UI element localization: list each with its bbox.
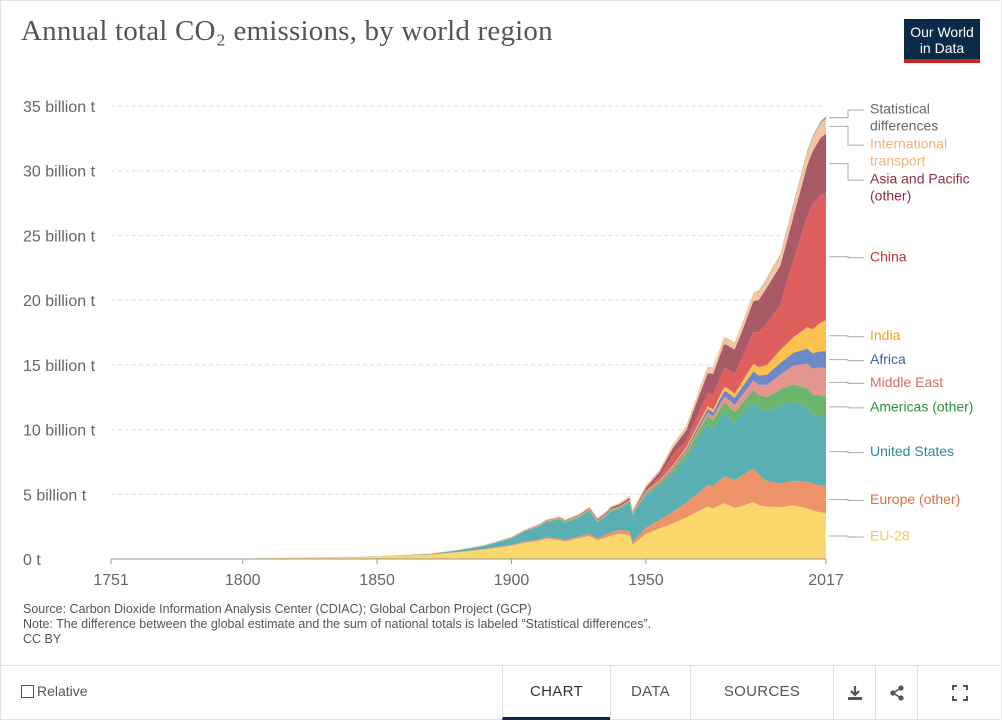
relative-label: Relative (37, 683, 88, 699)
definition-note: Note: The difference between the global … (23, 617, 652, 631)
legend-label-india: India (870, 327, 901, 343)
y-tick-label-5: 25 billion t (23, 228, 96, 245)
x-tick-label-2: 1850 (359, 572, 395, 589)
source-note: Source: Carbon Dioxide Information Analy… (23, 602, 532, 616)
legend-label-middle_east: Middle East (870, 374, 943, 390)
y-tick-label-3: 15 billion t (23, 358, 96, 375)
legend-label-international_transport-line-1: transport (870, 153, 925, 169)
license-note: CC BY (23, 632, 62, 646)
legend-label-united_states: United States (870, 443, 954, 459)
y-tick-label-4: 20 billion t (23, 293, 96, 310)
legend-connector-middle_east (829, 381, 864, 384)
x-tick-label-3: 1900 (494, 572, 530, 589)
legend-label-international_transport-line-0: International (870, 136, 947, 152)
area-europe_other (111, 468, 826, 559)
legend-label-americas_other: Americas (other) (870, 398, 973, 414)
logo-line-2: in Data (919, 40, 965, 56)
x-tick-label-4: 1950 (628, 572, 664, 589)
legend-label-eu28: EU-28 (870, 528, 910, 544)
legend-connector-africa (829, 359, 864, 362)
share-icon (890, 685, 904, 701)
tab-sources[interactable]: SOURCES (690, 666, 833, 720)
y-tick-label-2: 10 billion t (23, 423, 96, 440)
legend-connector-asia_pacific_other (829, 163, 864, 181)
legend-connector-europe_other (829, 498, 864, 501)
legend-label-europe_other: Europe (other) (870, 491, 960, 507)
area-eu28 (111, 502, 826, 559)
chart-notes: Source: Carbon Dioxide Information Analy… (23, 602, 651, 647)
fullscreen-button[interactable] (917, 666, 1002, 720)
legend-label-asia_pacific_other-line-1: (other) (870, 188, 911, 204)
x-tick-label-1: 1800 (225, 572, 261, 589)
x-tick-label-0: 1751 (93, 572, 129, 589)
y-tick-label-0: 0 t (23, 552, 41, 569)
legend-label-asia_pacific_other-line-0: Asia and Pacific (870, 171, 970, 187)
chart-footer: Relative CHART DATA SOURCES (1, 665, 1001, 720)
area-chart: 0 t 5 billion t 10 billion t 15 billion t 20… (23, 99, 973, 589)
x-tick-label-5: 2017 (808, 572, 844, 589)
legend-connector-international_transport (829, 125, 864, 146)
fullscreen-icon (952, 685, 968, 701)
legend-label-statistical_differences-line-0: Statistical (870, 101, 930, 117)
chart-title: Annual total CO₂ emissions, by world reg… (21, 15, 553, 47)
legend-connector-china (829, 256, 864, 259)
y-tick-label-7: 35 billion t (23, 99, 96, 116)
owid-logo[interactable]: Our World in Data (904, 19, 980, 63)
legend-label-statistical_differences-line-1: differences (870, 118, 938, 134)
logo-line-1: Our World (910, 24, 974, 40)
tab-chart[interactable]: CHART (502, 666, 610, 720)
download-icon (848, 686, 862, 700)
y-tick-label-1: 5 billion t (23, 487, 87, 504)
area-united_states (111, 401, 826, 559)
y-tick-label-6: 30 billion t (23, 164, 96, 181)
relative-toggle[interactable]: Relative (21, 683, 88, 699)
tab-data[interactable]: DATA (610, 666, 690, 720)
share-button[interactable] (875, 666, 918, 720)
legend-connector-india (829, 335, 864, 338)
download-button[interactable] (833, 666, 876, 720)
legend-connector-statistical_differences (829, 109, 864, 119)
legend-connector-americas_other (829, 406, 864, 409)
area-americas_other (111, 384, 826, 559)
legend-label-china: China (870, 248, 907, 264)
area-middle_east (111, 363, 826, 559)
legend-label-africa: Africa (870, 351, 906, 367)
legend-connector-eu28 (829, 535, 864, 538)
area-africa (111, 348, 826, 559)
legend-connector-united_states (829, 451, 864, 454)
relative-checkbox[interactable] (21, 684, 34, 698)
